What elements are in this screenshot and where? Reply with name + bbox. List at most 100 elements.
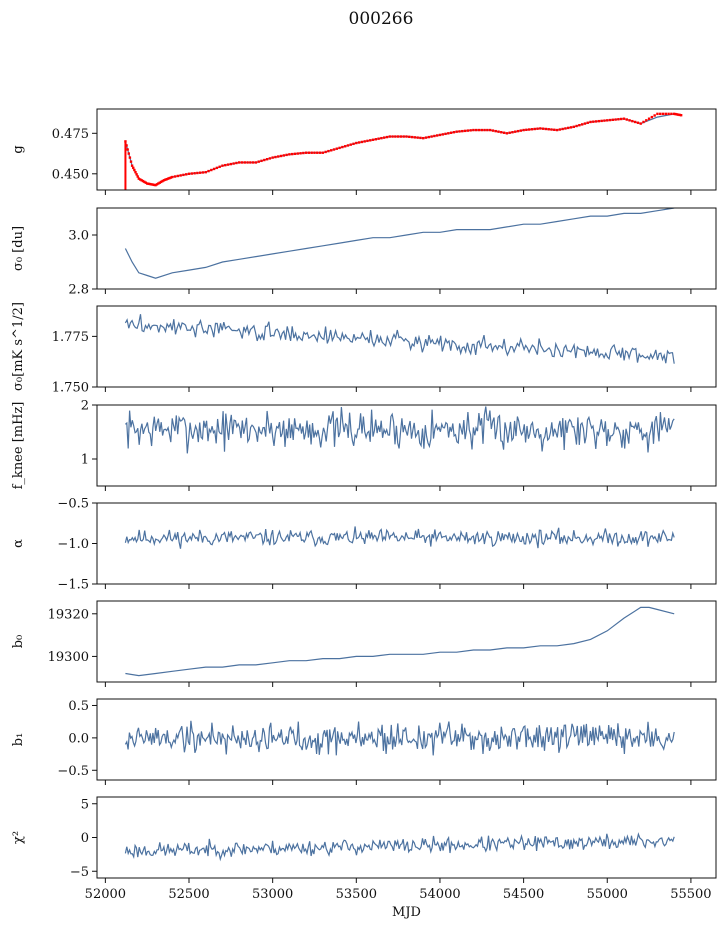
data-point (132, 166, 135, 170)
data-point (583, 122, 587, 125)
data-point (416, 136, 419, 139)
data-point (129, 160, 133, 163)
data-point (318, 151, 322, 154)
data-point (494, 129, 497, 133)
data-point (143, 180, 146, 184)
data-point (293, 152, 297, 156)
data-point (475, 128, 478, 132)
data-point (483, 128, 486, 132)
data-point (516, 129, 520, 133)
data-point (316, 151, 319, 154)
data-point (229, 162, 233, 166)
panel-1: 0.450 0.475 g (11, 108, 717, 195)
data-point (251, 161, 255, 164)
data-point (162, 179, 166, 182)
data-point (463, 129, 467, 133)
data-point (564, 127, 567, 130)
data-point (544, 127, 548, 131)
data-point (152, 183, 156, 187)
data-point (461, 129, 464, 133)
data-point (427, 135, 431, 139)
series-line-1 (124, 526, 675, 549)
data-point (497, 130, 500, 133)
data-point (130, 164, 134, 167)
y-tick-label: −0.5 (57, 497, 89, 512)
series-line-1 (125, 606, 675, 677)
data-point (533, 127, 536, 131)
data-point (165, 178, 168, 181)
data-point (238, 161, 241, 164)
data-point (155, 183, 159, 186)
data-point (569, 126, 573, 129)
y-axis-label: α (11, 539, 26, 548)
y-tick-label: 0.0 (68, 731, 89, 746)
data-point (176, 174, 180, 178)
data-point (204, 170, 207, 174)
data-point (268, 157, 272, 160)
y-tick-label: 2.8 (68, 283, 89, 298)
data-point (249, 161, 252, 164)
data-point (125, 144, 128, 147)
data-point (639, 122, 642, 125)
data-point (469, 129, 472, 132)
panel-3: 1.750 1.775 σ₀[mK s^1/2] (11, 302, 717, 396)
data-point (527, 128, 531, 131)
data-point (631, 119, 634, 123)
y-tick-label: 19300 (48, 650, 89, 665)
data-point (592, 120, 595, 123)
data-point (659, 112, 662, 116)
data-point (126, 148, 129, 151)
data-point (382, 136, 386, 139)
data-point (539, 127, 542, 130)
data-point (296, 152, 299, 155)
data-point (502, 131, 506, 134)
y-tick-label: 3.0 (68, 229, 89, 244)
y-tick-label: −1.0 (57, 537, 89, 552)
data-point (360, 140, 364, 144)
y-axis-label: b₁ (11, 733, 26, 747)
data-point (169, 176, 173, 179)
data-point (625, 118, 628, 121)
y-tick-label: 2 (81, 399, 89, 414)
data-point (271, 156, 274, 159)
data-point (133, 168, 136, 172)
data-point (232, 162, 235, 165)
data-point (424, 136, 428, 139)
data-point (159, 180, 163, 184)
data-point (212, 167, 216, 171)
data-point (677, 113, 680, 116)
data-point (352, 142, 355, 146)
data-point (561, 127, 564, 131)
chart-title: 000266 (349, 9, 414, 29)
data-point (447, 132, 450, 135)
y-tick-label: 5 (81, 797, 89, 812)
data-point (514, 130, 517, 133)
data-point (332, 148, 336, 151)
data-point (525, 128, 528, 131)
data-point (449, 131, 453, 134)
data-point (511, 131, 514, 134)
data-point (147, 182, 150, 185)
data-point (310, 151, 313, 154)
series-markers (124, 112, 683, 190)
data-point (224, 163, 227, 167)
data-point (346, 144, 350, 147)
data-point (679, 114, 683, 117)
x-tick-label: 53000 (252, 887, 293, 902)
data-point (263, 158, 266, 162)
data-point (127, 152, 130, 155)
data-point (182, 173, 185, 177)
data-point (158, 181, 161, 184)
data-point (357, 141, 361, 144)
axes-frame (96, 796, 717, 879)
x-tick-label: 55500 (670, 887, 711, 902)
data-point (438, 133, 442, 137)
data-point (488, 128, 492, 132)
data-point (408, 135, 411, 139)
data-point (619, 117, 623, 121)
series-line-1 (124, 406, 675, 454)
data-point (597, 119, 601, 123)
data-point (179, 174, 182, 177)
data-point (196, 171, 199, 175)
